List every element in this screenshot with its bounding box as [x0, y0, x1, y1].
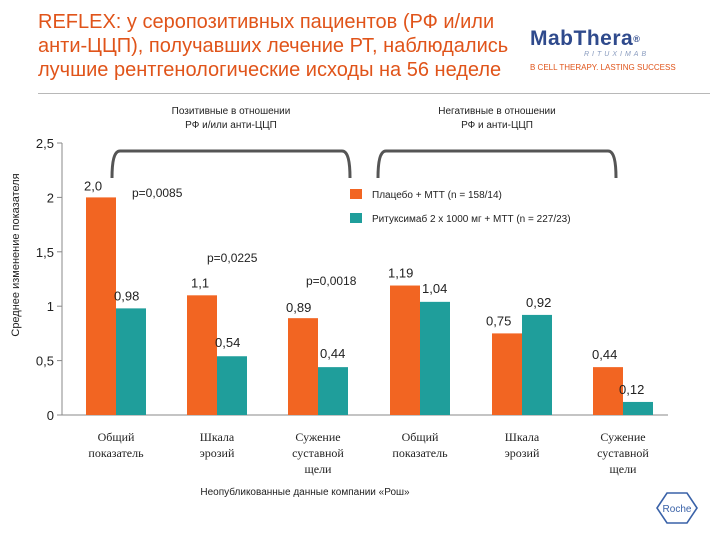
logo-reg-mark: ®: [633, 34, 641, 44]
category-label-1-1: эрозий: [200, 446, 235, 460]
y-tick-label-3: 1,5: [36, 245, 54, 260]
title-line-1: REFLEX: у серопозитивных пациентов (РФ и…: [38, 11, 495, 33]
bar-rituximab-3: [420, 301, 450, 415]
category-label-3-1: показатель: [392, 446, 448, 460]
group-title-0-0: Позитивные в отношении: [172, 106, 291, 117]
label-placebo-3: 1,19: [388, 266, 413, 281]
bars: [86, 197, 653, 415]
mabthera-logo: MabThera® RITUXIMAB B CELL THERAPY. LAST…: [530, 27, 695, 73]
group-title-1-1: РФ и анти-ЦЦП: [461, 120, 533, 131]
category-label-3-0: Общий: [402, 430, 439, 444]
category-label-5-1: суставной: [597, 446, 649, 460]
p-value-1: p=0,0225: [207, 251, 258, 265]
y-tick-label-2: 1: [47, 299, 54, 314]
y-axis-label: Среднее изменение показателя: [10, 173, 22, 336]
y-ticks: 0 0,5 1 1,5 2 2,5: [36, 136, 62, 423]
bar-rituximab-1: [217, 356, 247, 415]
label-rituximab-3: 1,04: [422, 281, 447, 296]
category-label-0-0: Общий: [98, 430, 135, 444]
bar-rituximab-2: [318, 367, 348, 415]
slide-title: REFLEX: у серопозитивных пациентов (РФ и…: [38, 10, 528, 82]
legend-swatch-1: [350, 213, 362, 223]
category-label-2-2: щели: [305, 462, 333, 476]
category-label-0-1: показатель: [88, 446, 144, 460]
header-divider: [38, 93, 710, 94]
label-rituximab-2: 0,44: [320, 346, 345, 361]
bar-placebo-1: [187, 295, 217, 415]
group-title-1-0: Негативные в отношении: [438, 106, 555, 117]
category-label-4-1: эрозий: [505, 446, 540, 460]
p-value-0: p=0,0085: [132, 186, 183, 200]
legend: Плацебо + МТТ (n = 158/14) Ритуксимаб 2 x…: [350, 189, 571, 225]
logo-name: MabThera: [530, 27, 634, 50]
category-label-2-0: Сужение: [295, 430, 340, 444]
category-label-1-0: Шкала: [200, 430, 235, 444]
label-placebo-2: 0,89: [286, 300, 311, 315]
y-tick-label-1: 0,5: [36, 354, 54, 369]
label-placebo-5: 0,44: [592, 347, 617, 362]
group-bracket-1: [376, 149, 618, 179]
p-values: p=0,0085 p=0,0225 p=0,0018: [132, 186, 357, 288]
bar-rituximab-5: [623, 401, 653, 415]
bar-rituximab-0: [116, 308, 146, 415]
p-value-2: p=0,0018: [306, 274, 357, 288]
y-tick-label-4: 2: [47, 190, 54, 205]
logo-tagline: B CELL THERAPY. LASTING SUCCESS: [530, 63, 676, 72]
legend-label-0: Плацебо + МТТ (n = 158/14): [372, 189, 502, 201]
y-tick-label-5: 2,5: [36, 136, 54, 151]
bar-placebo-5: [593, 367, 623, 415]
label-rituximab-5: 0,12: [619, 382, 644, 397]
category-labels: Общий показатель Шкала эрозий Сужение суставн…: [88, 430, 649, 476]
bar-placebo-2: [288, 318, 318, 415]
title-line-2: анти-ЦЦП), получавших лечение РТ, наблюд…: [38, 35, 509, 57]
group-title-0-1: РФ и/или анти-ЦЦП: [185, 120, 277, 131]
logo-subtitle: RITUXIMAB: [584, 51, 650, 58]
label-rituximab-4: 0,92: [526, 295, 551, 310]
category-label-5-2: щели: [610, 462, 638, 476]
y-tick-label-0: 0: [47, 408, 54, 423]
category-label-4-0: Шкала: [505, 430, 540, 444]
label-placebo-4: 0,75: [486, 313, 511, 328]
legend-label-1: Ритуксимаб 2 x 1000 мг + МТТ (n = 227/23…: [372, 213, 571, 225]
roche-logo: Roche: [656, 492, 698, 524]
label-placebo-1: 1,1: [191, 275, 209, 290]
value-labels: 2,0 1,1 0,89 1,19 0,75 0,44 0,98 0,54 0,44 1,04 0,…: [84, 178, 644, 397]
bar-placebo-0: [86, 197, 116, 415]
roche-logo-text: Roche: [663, 504, 692, 515]
label-placebo-0: 2,0: [84, 178, 102, 193]
label-rituximab-1: 0,54: [215, 335, 240, 350]
category-label-2-1: суставной: [292, 446, 344, 460]
category-label-5-0: Сужение: [600, 430, 645, 444]
legend-swatch-0: [350, 189, 362, 199]
bar-rituximab-4: [522, 314, 552, 415]
group-brackets: Позитивные в отношении РФ и/или анти-ЦЦП Н…: [110, 106, 618, 179]
label-rituximab-0: 0,98: [114, 288, 139, 303]
footnote: Неопубликованные данные компании «Рош»: [200, 486, 410, 498]
bar-placebo-4: [492, 333, 522, 415]
bar-placebo-3: [390, 285, 420, 415]
group-bracket-0: [110, 149, 352, 179]
title-line-3: лучшие рентгенологические исходы на 56 н…: [38, 59, 502, 81]
